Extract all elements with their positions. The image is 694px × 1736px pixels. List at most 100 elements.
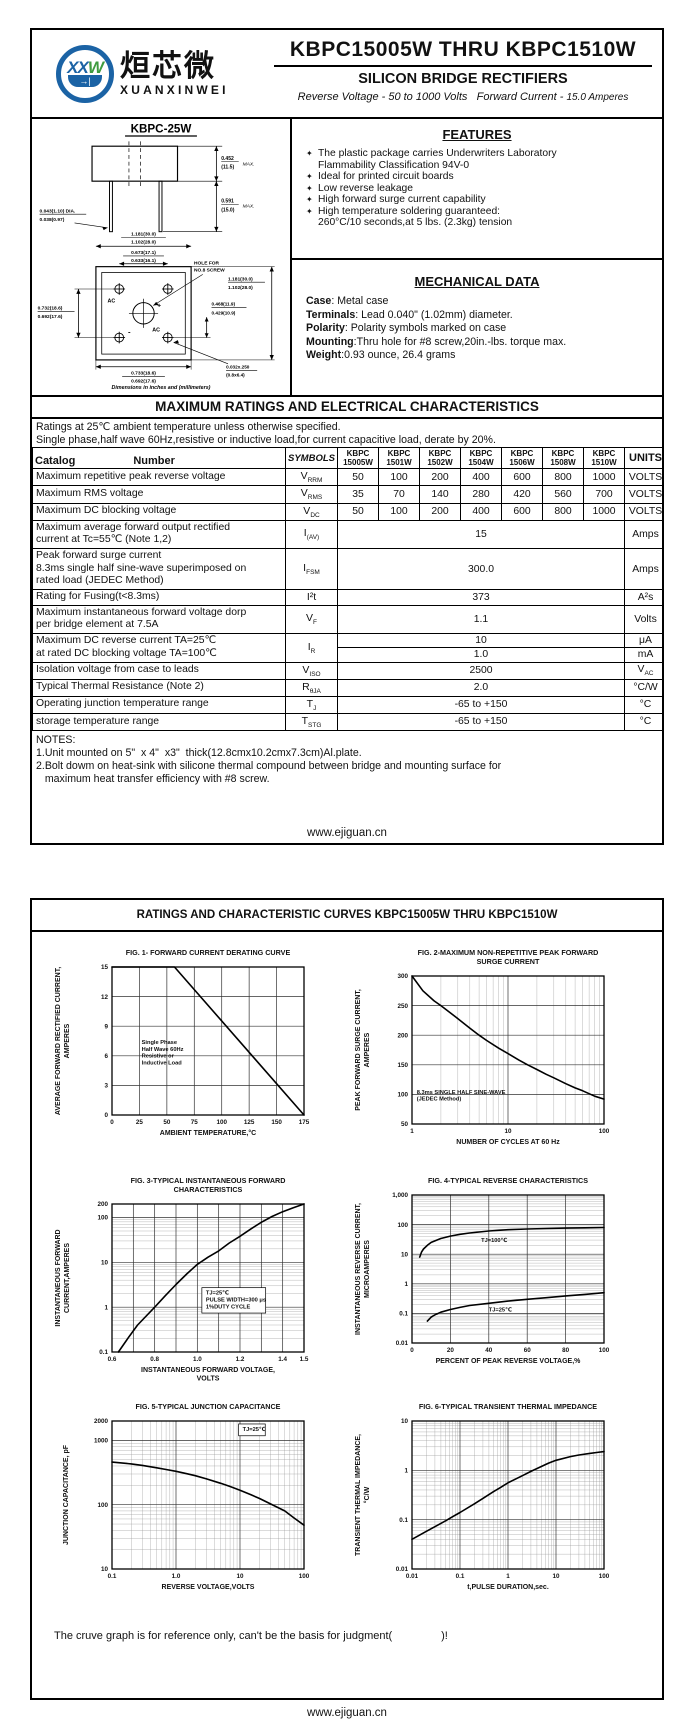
param-name: Maximum instantaneous forward voltage do…: [32, 604, 286, 635]
svg-text:12: 12: [101, 994, 109, 1001]
chart-fig1: FIG. 1- FORWARD CURRENT DERATING CURVE 0 2…: [55, 948, 310, 1137]
svg-text:100: 100: [599, 1573, 610, 1580]
dim-ac-height: 0.468(11.9): [212, 302, 236, 307]
value-cell: 1000: [583, 468, 625, 487]
svg-text:25: 25: [136, 1119, 144, 1126]
svg-text:0.1: 0.1: [108, 1573, 117, 1580]
svg-text:0.1: 0.1: [399, 1517, 408, 1524]
terminal-ac2-label: AC: [152, 328, 160, 334]
unit-cell: °C/W: [624, 678, 662, 697]
svg-text:200: 200: [97, 1201, 108, 1208]
unit-cell: A²s: [624, 589, 662, 606]
drawing-caption: Dimensions in inches and (millimeters): [112, 385, 211, 391]
svg-text:0.8: 0.8: [150, 1356, 159, 1363]
svg-text:0.01: 0.01: [396, 1566, 409, 1573]
tagline: Reverse Voltage - 50 to 1000 Volts Forwa…: [297, 91, 629, 103]
logo-monogram: XXW: [67, 57, 104, 77]
brand-name-en: XUANXINWEI: [120, 82, 229, 97]
value-cell: 140: [419, 485, 461, 504]
dim-max-label: MAX.: [243, 162, 255, 168]
value-cell: 420: [501, 485, 543, 504]
value-cell: 700: [583, 485, 625, 504]
notes-block: NOTES: 1.Unit mounted on 5" x 4" x3" thic…: [36, 733, 502, 785]
value-cell: 50: [337, 502, 379, 521]
dim-hole-span: 0.673(17.1): [131, 250, 156, 256]
svg-text:0.01: 0.01: [406, 1573, 419, 1580]
mechanical-row: Weight:0.93 ounce, 26.4 grams: [306, 349, 456, 361]
symbols-header: SYMBOLS: [285, 446, 338, 470]
symbol-cell: RθJA: [285, 678, 338, 697]
symbol-cell: TJ: [285, 695, 338, 714]
svg-text:INSTANTANEOUS FORWARD: INSTANTANEOUS FORWARD: [55, 1229, 62, 1326]
svg-text:9: 9: [104, 1023, 108, 1030]
param-name: Typical Thermal Resistance (Note 2): [32, 678, 286, 697]
features-heading: FEATURES: [442, 127, 512, 142]
chart-fig4: FIG. 4-TYPICAL REVERSE CHARACTERISTICS 0 2…: [355, 1176, 610, 1365]
svg-text:100: 100: [97, 1215, 108, 1222]
table-row: Maximum repetitive peak reverse voltage V…: [32, 468, 662, 487]
table-row: storage temperature range TSTG -65 to +150…: [32, 712, 662, 731]
value-cell: 1.0: [337, 647, 625, 663]
svg-text:125: 125: [244, 1119, 255, 1126]
dim-lead-length: 0.591: [221, 199, 234, 205]
svg-text:0: 0: [410, 1347, 414, 1354]
datasheet-page-1: XXW →| 烜芯微 XUANXINWEI KBPC15005W THRU KB…: [30, 28, 664, 845]
svg-text:100: 100: [216, 1119, 227, 1126]
svg-text:TJ=100℃: TJ=100℃: [481, 1237, 507, 1244]
svg-text:CURRENT,AMPERES: CURRENT,AMPERES: [64, 1243, 71, 1313]
catalog-header: Catalog Number: [32, 446, 286, 470]
part-header: KBPC 1502W: [419, 446, 461, 470]
svg-text:Half Wave 60Hz: Half Wave 60Hz: [142, 1047, 184, 1053]
value-cell: 100: [378, 468, 420, 487]
dim-lead-dia-mm: 0.038(0.97): [40, 217, 65, 223]
terminal-ac1-label: AC: [108, 299, 116, 305]
brand-logo: XXW →| 烜芯微 XUANXINWEI: [32, 30, 264, 117]
param-name: Maximum DC blocking voltage: [32, 502, 286, 521]
value-cell: 1.1: [337, 604, 625, 635]
svg-text:80: 80: [562, 1347, 570, 1354]
curve-zth: [411, 1450, 605, 1541]
param-name: storage temperature range: [32, 712, 286, 731]
svg-text:3: 3: [104, 1083, 108, 1090]
svg-text:150: 150: [397, 1062, 408, 1069]
value-cell: 70: [378, 485, 420, 504]
units-header: UNITS: [624, 446, 662, 470]
chart-fig6: FIG. 6-TYPICAL TRANSIENT THERMAL IMPEDAN…: [355, 1402, 610, 1591]
unit-cell: μA: [624, 633, 662, 649]
svg-text:Single Phase: Single Phase: [142, 1040, 177, 1046]
curves-title: RATINGS AND CHARACTERISTIC CURVES KBPC15…: [32, 900, 662, 932]
curve-TJ=100℃: [418, 1226, 605, 1258]
svg-text:150: 150: [271, 1119, 282, 1126]
svg-text:100: 100: [599, 1347, 610, 1354]
table-row: Maximum DC reverse current TA=25℃ at rat…: [32, 633, 662, 663]
svg-text:PEAK FORWARD SURGE CURRENT,: PEAK FORWARD SURGE CURRENT,: [355, 989, 362, 1111]
svg-text:10: 10: [401, 1251, 409, 1258]
svg-text:0.01: 0.01: [396, 1340, 409, 1347]
param-name: Maximum RMS voltage: [32, 485, 286, 504]
dim-left-height-mm: 0.692(17.6): [38, 314, 63, 320]
table-row: Maximum instantaneous forward voltage do…: [32, 604, 662, 635]
figure-6: FIG. 6-TYPICAL TRANSIENT THERMAL IMPEDAN…: [352, 1398, 652, 1634]
svg-text:250: 250: [397, 1003, 408, 1010]
svg-text:1.0: 1.0: [193, 1356, 202, 1363]
svg-text:t,PULSE DURATION,sec.: t,PULSE DURATION,sec.: [467, 1584, 549, 1591]
bullet-icon: ✦: [306, 149, 313, 158]
svg-text:1: 1: [410, 1128, 414, 1135]
value-cell: 10: [337, 633, 625, 649]
feature-item: ✦ Ideal for printed circuit boards: [306, 171, 454, 182]
header: XXW →| 烜芯微 XUANXINWEI KBPC15005W THRU KB…: [32, 30, 662, 119]
svg-text:TJ=25℃: TJ=25℃: [243, 1426, 266, 1433]
dim-bottom-width: 0.733(18.6): [131, 370, 156, 376]
svg-text:10: 10: [101, 1260, 109, 1267]
ratings-conditions: Ratings at 25℃ ambient temperature unles…: [36, 421, 496, 446]
svg-text:NUMBER OF CYCLES AT 60 Hz: NUMBER OF CYCLES AT 60 Hz: [456, 1139, 560, 1146]
svg-text:CHARACTERISTICS: CHARACTERISTICS: [174, 1185, 243, 1194]
part-header: KBPC 1506W: [501, 446, 543, 470]
footer-url-2[interactable]: www.ejiguan.cn: [307, 1707, 387, 1719]
curve-TJ=25℃: [426, 1291, 605, 1322]
svg-text:FIG. 2-MAXIMUM NON-REPETITIVE: FIG. 2-MAXIMUM NON-REPETITIVE PEAK FORWA…: [418, 948, 599, 957]
unit-cell: VOLTS: [624, 502, 662, 521]
footer-url[interactable]: www.ejiguan.cn: [307, 827, 387, 839]
svg-text:SURGE CURRENT: SURGE CURRENT: [477, 957, 540, 966]
dim-body-height: 0.452: [221, 156, 234, 162]
